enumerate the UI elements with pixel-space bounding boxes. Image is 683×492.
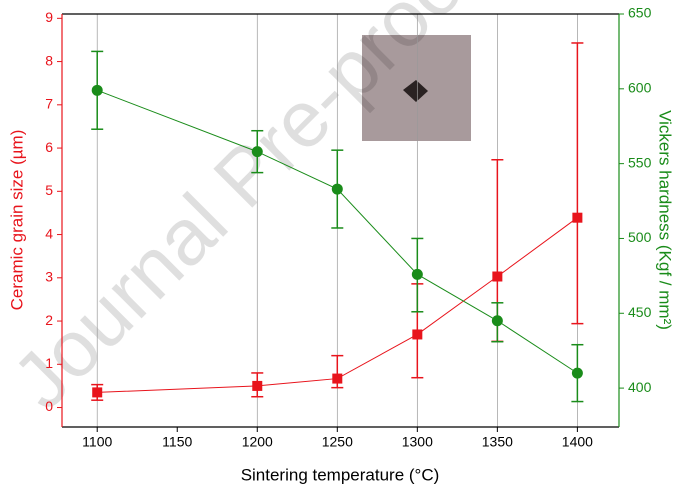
marker (92, 387, 103, 398)
y-tick-label: 4 (45, 225, 53, 241)
marker (572, 212, 583, 223)
y2-tick-label: 400 (628, 379, 652, 395)
x-axis-title: Sintering temperature (°C) (241, 465, 440, 484)
series-line (97, 89, 578, 374)
x-tick-label: 1200 (242, 434, 273, 450)
marker (331, 183, 343, 195)
y2-tick-label: 650 (628, 5, 652, 21)
marker (412, 329, 423, 340)
marker (571, 367, 583, 379)
y-axis-title: Ceramic grain size (µm) (7, 130, 26, 311)
marker (332, 373, 343, 384)
y-tick-label: 7 (45, 96, 53, 112)
y2-tick-label: 600 (628, 80, 652, 96)
series-line (97, 217, 578, 393)
x-tick-label: 1350 (482, 434, 513, 450)
y-tick-label: 5 (45, 182, 53, 198)
y2-tick-label: 500 (628, 229, 652, 245)
y-tick-label: 8 (45, 52, 53, 68)
y-tick-label: 6 (45, 139, 53, 155)
x-tick-label: 1100 (82, 434, 112, 450)
y-tick-label: 2 (45, 312, 53, 328)
y2-tick-label: 450 (628, 304, 652, 320)
y-tick-label: 1 (45, 355, 53, 371)
x-tick-label: 1250 (322, 434, 353, 450)
y2-tick-label: 550 (628, 154, 652, 170)
marker (251, 146, 263, 158)
y-tick-label: 3 (45, 269, 53, 285)
x-tick-label: 1300 (402, 434, 433, 450)
y-tick-label: 9 (45, 9, 53, 25)
x-tick-label: 1400 (562, 434, 593, 450)
marker (91, 84, 103, 96)
y2-axis-title: Vickers hardness (Kgf / mm²) (656, 110, 675, 330)
marker (491, 315, 503, 327)
marker (252, 380, 263, 391)
x-tick-label: 1150 (162, 434, 192, 450)
marker (411, 268, 423, 280)
y-tick-label: 0 (45, 398, 53, 414)
inset-indent (403, 80, 428, 102)
marker (492, 271, 503, 282)
